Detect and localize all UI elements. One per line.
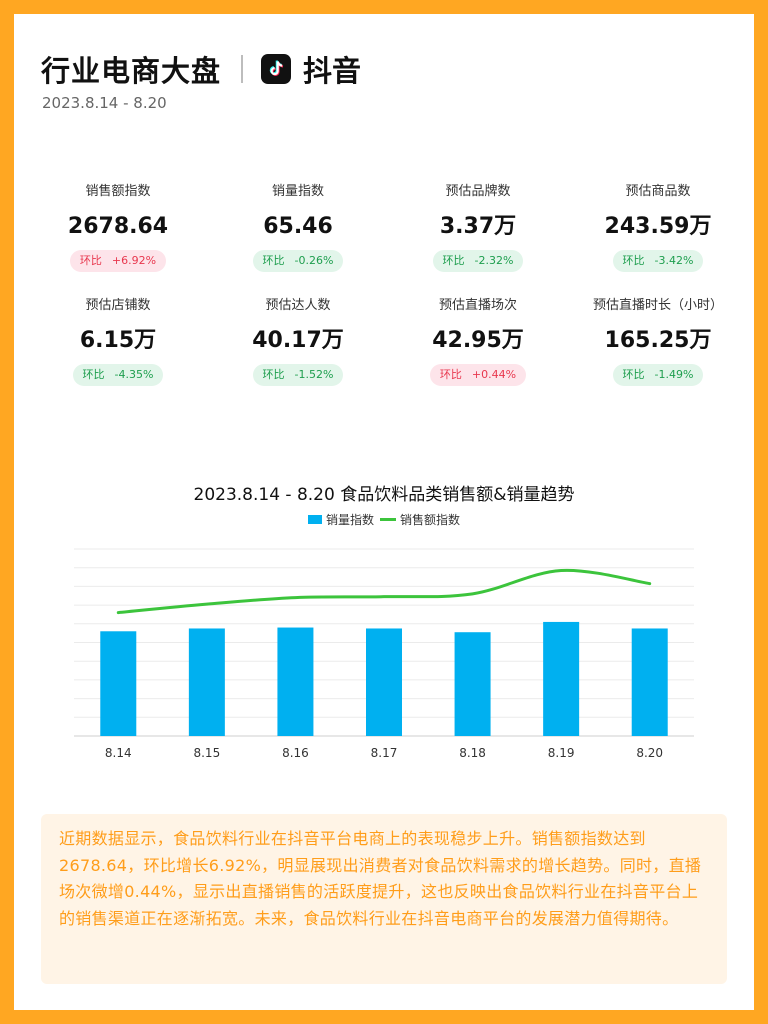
metric-value: 3.37万 xyxy=(439,214,517,239)
bar xyxy=(100,631,137,736)
metric-label: 销量指数 xyxy=(271,184,324,199)
metric-card: 预估店铺数 6.15万环比 -4.35% xyxy=(28,296,208,386)
legend-swatch-line xyxy=(380,518,396,521)
bar xyxy=(631,628,668,736)
badge-change: -1.49% xyxy=(654,368,694,381)
metric-label: 预估直播时长（小时） xyxy=(592,298,723,313)
badge-prefix: 环比 xyxy=(262,254,285,267)
bar xyxy=(277,627,314,736)
metric-value: 2678.64 xyxy=(67,214,169,239)
metric-label: 预估直播场次 xyxy=(438,298,517,313)
x-tick-label: 8.20 xyxy=(636,746,663,760)
chart-legend: 销量指数 销售额指数 xyxy=(14,511,754,528)
legend-swatch-bar xyxy=(307,515,322,524)
metric-label: 销售额指数 xyxy=(85,184,151,199)
metric-value: 243.59万 xyxy=(604,214,712,239)
x-tick-label: 8.15 xyxy=(193,746,220,760)
metric-value: 165.25万 xyxy=(604,328,712,353)
badge-prefix: 环比 xyxy=(262,368,285,381)
badge-change: -1.52% xyxy=(294,368,334,381)
bar xyxy=(543,621,580,736)
metric-card: 销量指数 65.46 环比 -0.26% xyxy=(208,182,388,272)
metric-value: 6.15万 xyxy=(79,328,157,353)
metric-change-badge: 环比 -3.42% xyxy=(612,250,704,272)
bar xyxy=(454,632,491,736)
x-tick-label: 8.16 xyxy=(282,746,309,760)
badge-prefix: 环比 xyxy=(442,254,465,267)
x-tick-label: 8.17 xyxy=(371,746,398,760)
summary-text: 近期数据显示，食品饮料行业在抖音平台电商上的表现稳步上升。销售额指数达到2678… xyxy=(59,829,702,928)
badge-change: -0.26% xyxy=(294,254,334,267)
x-tick-label: 8.19 xyxy=(548,746,575,760)
metric-card: 销售额指数 2678.64 环比 +6.92% xyxy=(28,182,208,272)
platform-name: 抖音 xyxy=(303,54,362,88)
badge-change: +6.92% xyxy=(111,254,157,267)
metric-label: 预估店铺数 xyxy=(85,298,151,313)
date-range: 2023.8.14 - 8.20 xyxy=(42,94,167,112)
x-tick-label: 8.18 xyxy=(459,746,486,760)
metric-change-badge: 环比 -4.35% xyxy=(72,364,164,386)
metric-value: 40.17万 xyxy=(252,328,344,353)
metric-change-badge: 环比 -2.32% xyxy=(432,250,524,272)
metric-card: 预估直播时长（小时） 165.25万环比 -1.49% xyxy=(568,296,748,386)
badge-prefix: 环比 xyxy=(82,368,105,381)
metric-card: 预估商品数 243.59万环比 -3.42% xyxy=(568,182,748,272)
metric-label: 预估商品数 xyxy=(625,184,691,199)
badge-prefix: 环比 xyxy=(622,368,645,381)
badge-prefix: 环比 xyxy=(439,368,462,381)
bar xyxy=(366,628,402,736)
douyin-logo-icon xyxy=(261,54,292,84)
metric-card: 预估品牌数 3.37万环比 -2.32% xyxy=(388,182,568,272)
metric-change-badge: 环比 -0.26% xyxy=(252,250,344,272)
badge-change: -3.42% xyxy=(654,254,694,267)
metric-value: 42.95万 xyxy=(432,328,524,353)
badge-change: +0.44% xyxy=(471,368,517,381)
metric-change-badge: 环比 -1.52% xyxy=(252,364,344,386)
metric-card: 预估直播场次 42.95万环比 +0.44% xyxy=(388,296,568,386)
summary-box: 近期数据显示，食品饮料行业在抖音平台电商上的表现稳步上升。销售额指数达到2678… xyxy=(41,814,727,984)
badge-change: -4.35% xyxy=(114,368,154,381)
report-card: 行业电商大盘 抖音 2023.8.14 - 8.20 销售额指数 2678.64 环… xyxy=(14,14,754,1010)
legend-label-line: 销售额指数 xyxy=(400,513,461,527)
metric-label: 预估达人数 xyxy=(265,298,331,313)
trend-chart: 8.14 8.15 8.16 8.17 8.18 8.19 8.20 xyxy=(74,548,694,760)
badge-prefix: 环比 xyxy=(79,254,102,267)
badge-change: -2.32% xyxy=(474,254,514,267)
header: 行业电商大盘 抖音 xyxy=(41,48,361,90)
metric-label: 预估品牌数 xyxy=(445,184,511,199)
bar xyxy=(188,628,225,736)
series-line xyxy=(116,568,652,615)
legend-label-bar: 销量指数 xyxy=(325,513,374,527)
metric-change-badge: 环比 +0.44% xyxy=(429,364,527,386)
x-tick-label: 8.14 xyxy=(105,746,132,760)
header-divider xyxy=(241,55,244,83)
chart-title: 2023.8.14 - 8.20 食品饮料品类销售额&销量趋势 xyxy=(193,485,575,505)
metric-value: 65.46 xyxy=(263,214,333,239)
badge-prefix: 环比 xyxy=(622,254,645,267)
metric-change-badge: 环比 -1.49% xyxy=(612,364,704,386)
metric-change-badge: 环比 +6.92% xyxy=(69,250,167,272)
metrics-grid: 销售额指数 2678.64 环比 +6.92% 销量指数 65.46 环比 -0.26% 预估品… xyxy=(28,182,748,386)
metric-card: 预估达人数 40.17万环比 -1.52% xyxy=(208,296,388,386)
page-title: 行业电商大盘 xyxy=(41,54,222,88)
